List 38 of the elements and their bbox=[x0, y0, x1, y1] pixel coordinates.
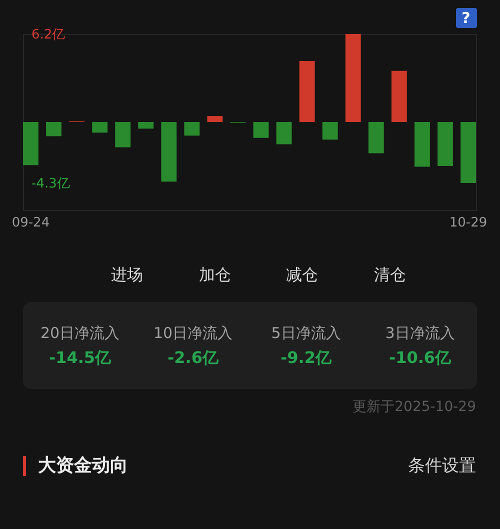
text: 加仓 bbox=[199, 265, 231, 284]
bar bbox=[23, 122, 38, 166]
bar bbox=[345, 34, 361, 122]
text: 更新于2025-10-29 bbox=[352, 399, 476, 415]
x-tick-label: 10-29 bbox=[449, 216, 488, 230]
bar bbox=[368, 122, 384, 154]
bar bbox=[322, 122, 338, 140]
y-tick-label: -4.3亿 bbox=[32, 176, 70, 192]
text: 5日净流入 bbox=[271, 324, 341, 342]
text: -2.6亿 bbox=[168, 348, 220, 367]
bar bbox=[46, 122, 62, 136]
text: 10日净流入 bbox=[153, 324, 233, 342]
bar bbox=[438, 122, 453, 166]
bar bbox=[414, 122, 430, 167]
bar bbox=[207, 116, 223, 122]
text: 3日净流入 bbox=[385, 324, 455, 342]
bar bbox=[92, 122, 108, 133]
bar bbox=[253, 122, 269, 138]
bar bbox=[391, 70, 407, 122]
text: 减仓 bbox=[286, 265, 318, 284]
bar bbox=[460, 122, 476, 184]
text: -14.5亿 bbox=[48, 348, 112, 367]
bar bbox=[138, 122, 154, 129]
text: 条件设置 bbox=[408, 456, 476, 476]
y-tick-label: 6.2亿 bbox=[32, 28, 66, 42]
text: -10.6亿 bbox=[388, 348, 452, 367]
text: 20日净流入 bbox=[40, 324, 120, 342]
text: 清仓 bbox=[374, 265, 406, 284]
text: -9.2亿 bbox=[280, 348, 332, 367]
bar bbox=[161, 122, 177, 182]
text: 大资金动向 bbox=[37, 455, 128, 476]
bar bbox=[184, 122, 200, 136]
bar bbox=[276, 122, 292, 144]
bar bbox=[299, 60, 315, 122]
x-tick-label: 09-24 bbox=[12, 216, 50, 230]
text: 进场 bbox=[111, 265, 143, 284]
bar bbox=[115, 122, 131, 148]
text: ? bbox=[462, 9, 470, 27]
